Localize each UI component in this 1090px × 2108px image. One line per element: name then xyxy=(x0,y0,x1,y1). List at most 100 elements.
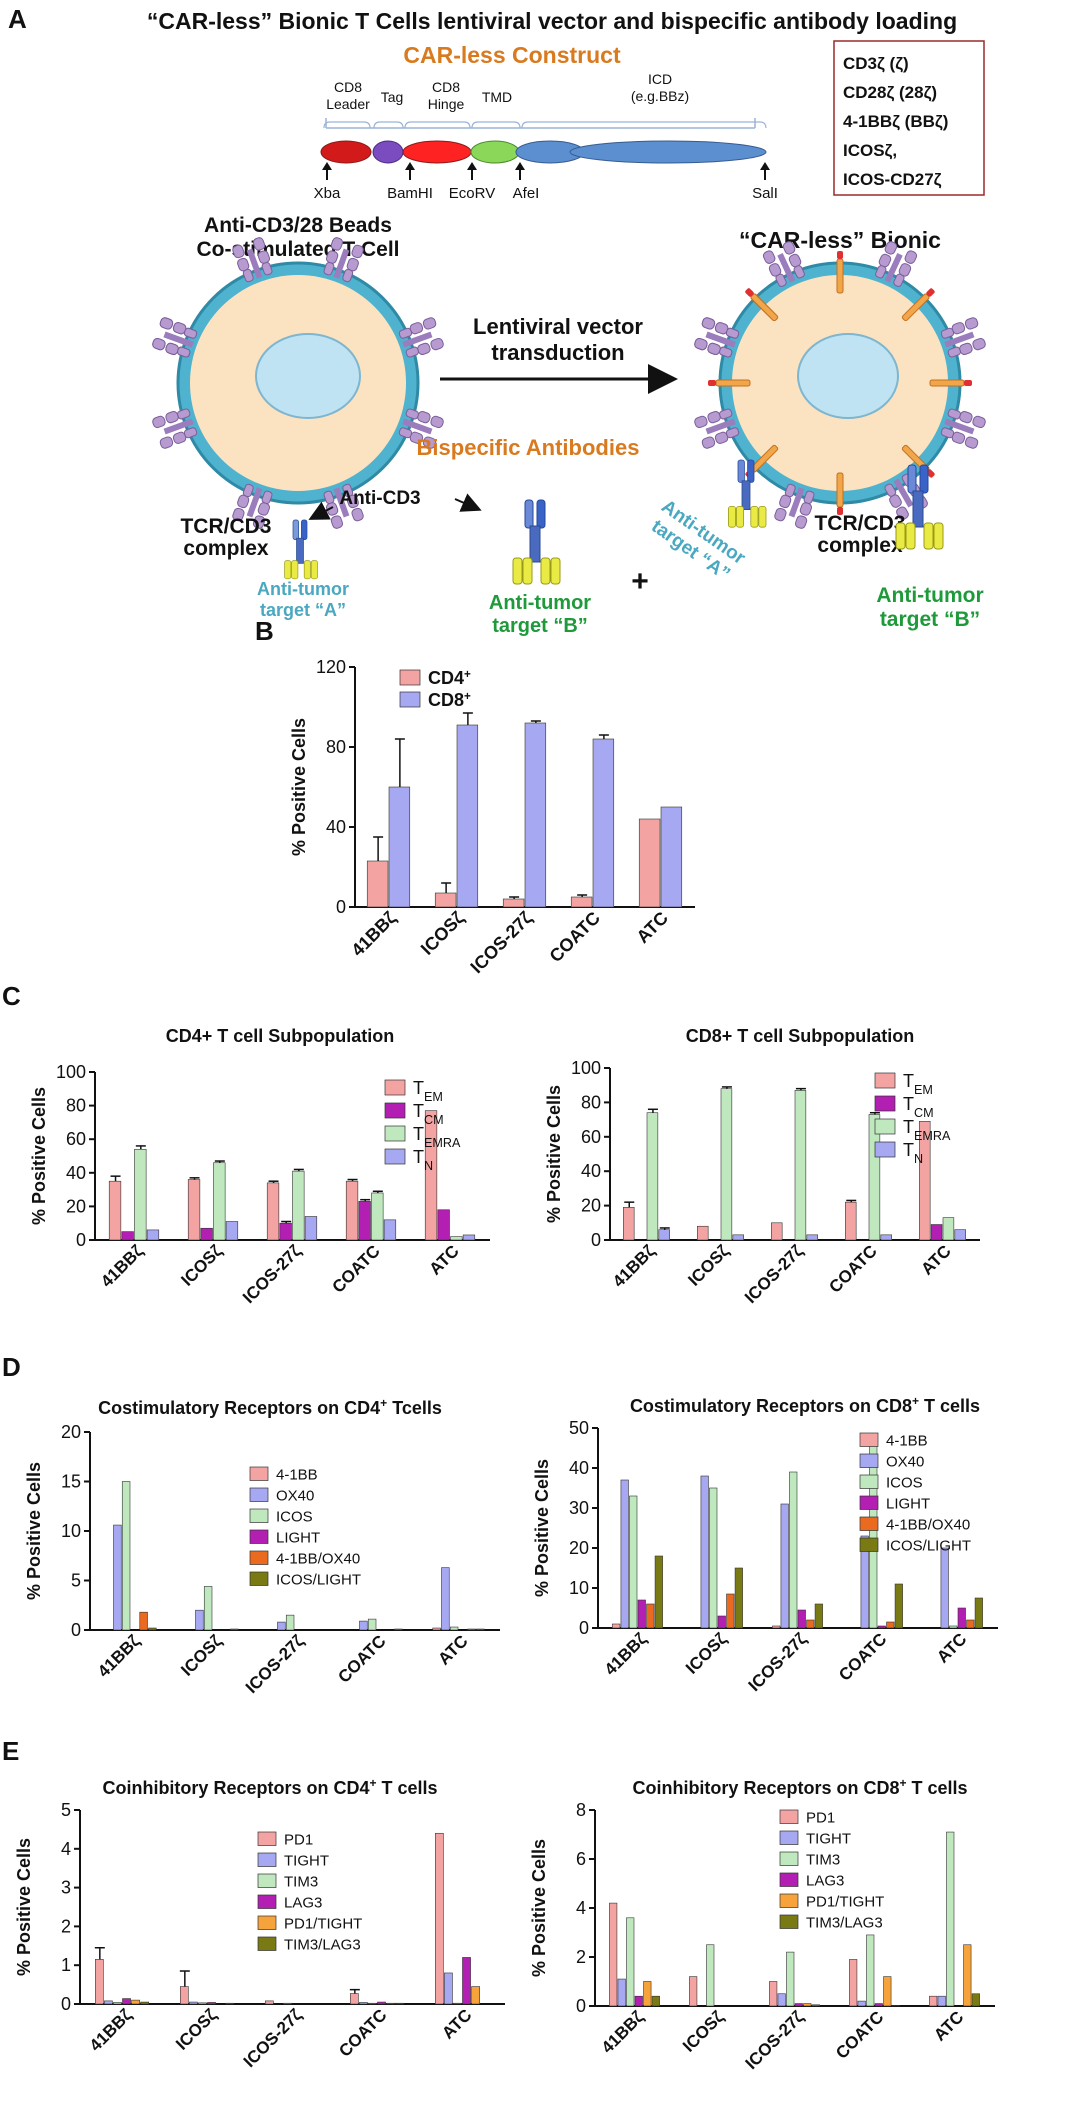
receptor-domain xyxy=(152,337,166,351)
receptor-domain xyxy=(774,507,787,522)
legend-label-4: 4-1BB/OX40 xyxy=(886,1517,970,1534)
receptor-domain xyxy=(232,507,245,522)
antibody-tumor-arm-2 xyxy=(923,522,934,550)
y-tick-label: 40 xyxy=(66,1163,86,1183)
x-tick-label: 41BBζ xyxy=(601,1629,651,1679)
bar-e1-0-2 xyxy=(113,2002,122,2005)
legend-name: T xyxy=(903,1140,914,1160)
legend-sub: EMRA xyxy=(424,1136,461,1150)
receptor-domain xyxy=(342,483,354,498)
chart-title-sup: + xyxy=(899,1776,906,1790)
text-line: Leader xyxy=(326,96,370,112)
construct-tip xyxy=(837,507,843,515)
tcr-receptor-right-1 xyxy=(762,241,805,287)
x-tick-label: ICOS-27ζ xyxy=(240,2005,306,2071)
tcr-receptor-left-4 xyxy=(398,408,444,449)
y-axis-label: % Positive Cells xyxy=(289,718,309,856)
y-tick-label: 5 xyxy=(61,1800,71,1820)
bar-c2-0-3 xyxy=(658,1229,670,1241)
y-tick-label: 8 xyxy=(576,1800,586,1820)
legend-sup: + xyxy=(464,668,471,681)
receptor-domain xyxy=(183,327,198,339)
receptor-domain xyxy=(794,515,808,529)
legend-name: TIM3 xyxy=(284,1874,318,1891)
y-tick-label: 10 xyxy=(61,1521,81,1541)
segment-label-3: TMD xyxy=(482,89,512,105)
legend-label-5: ICOS/LIGHT xyxy=(276,1572,361,1589)
legend-swatch-1 xyxy=(874,1095,896,1112)
tcr-receptors-right xyxy=(694,241,986,529)
y-tick-label: 0 xyxy=(71,1620,81,1640)
legend-label-0: TEM xyxy=(903,1071,933,1097)
panel-a-title: “CAR-less” Bionic T Cells lentiviral vec… xyxy=(147,8,957,34)
receptor-domain xyxy=(964,317,979,330)
legend-swatch-2 xyxy=(859,1474,879,1489)
bar-e2-0-5 xyxy=(651,1995,660,2007)
car-less-construct-1 xyxy=(836,251,844,294)
legend-swatch-4 xyxy=(249,1550,269,1565)
bar-e1-1-2 xyxy=(198,2002,207,2005)
legend-label-4: PD1/TIGHT xyxy=(284,1916,362,1933)
text-line: transduction xyxy=(491,340,624,365)
bar-d2-0-4 xyxy=(646,1603,655,1629)
legend-label-3: TN xyxy=(413,1147,433,1173)
chart-title: CD4+ T cell Subpopulation xyxy=(166,1026,395,1046)
construct-tip xyxy=(745,288,754,297)
site-label-1: BamHI xyxy=(387,185,433,202)
text-line: Anti-tumor xyxy=(489,592,591,614)
bar-c2-4-1 xyxy=(930,1224,943,1241)
bar-d1-3-2 xyxy=(367,1618,377,1631)
legend-name: LAG3 xyxy=(284,1895,322,1912)
bar-d2-2-0 xyxy=(772,1625,781,1629)
legend-label-4: 4-1BB/OX40 xyxy=(276,1551,360,1568)
legend-name: 4-1BB/OX40 xyxy=(886,1517,970,1534)
legend-label-2: ICOS xyxy=(886,1475,923,1492)
bispecific-b xyxy=(512,499,561,585)
x-tick-label: COATC xyxy=(825,1241,880,1296)
bar-d2-1-3 xyxy=(717,1615,726,1629)
bar-e2-1-0 xyxy=(689,1976,698,2007)
receptor-domain xyxy=(940,327,955,339)
bispecific-antibodies xyxy=(284,459,944,585)
text-line: CD8 xyxy=(334,79,362,95)
bar-d1-4-4 xyxy=(467,1628,476,1631)
y-tick-label: 60 xyxy=(66,1129,86,1149)
legend-sub: N xyxy=(424,1159,433,1173)
x-tick-label: 41BBζ xyxy=(609,1241,659,1291)
construct-bar xyxy=(320,140,767,164)
chart-title-tail: T cells xyxy=(919,1396,980,1416)
legend-name: 4-1BB/OX40 xyxy=(276,1551,360,1568)
receptor-domain xyxy=(701,317,716,330)
receptor-stalk xyxy=(884,253,903,283)
bar-c1-4-2 xyxy=(450,1236,463,1241)
x-tick-label: ICOSζ xyxy=(417,908,469,960)
x-tick-label: ATC xyxy=(633,908,672,947)
legend-swatch-1 xyxy=(384,1102,406,1119)
legend-sub: CM xyxy=(914,1106,934,1120)
site-label-4: SalI xyxy=(752,185,778,202)
legend-swatch-1 xyxy=(257,1852,277,1867)
antibody-cd3-arm xyxy=(737,459,745,483)
legend-swatch-1 xyxy=(399,691,421,708)
right-cell-title: “CAR-less” Bionic xyxy=(739,227,941,253)
receptor-stalk xyxy=(333,248,350,279)
icd-option-3: ICOSζ, xyxy=(843,141,897,160)
legend: CD4+CD8+ xyxy=(399,668,471,710)
receptor-domain xyxy=(177,346,191,358)
receptor-domain xyxy=(242,483,254,498)
bar-c2-4-3 xyxy=(954,1229,966,1241)
legend-label-0: PD1 xyxy=(284,1832,313,1849)
receptor-domain xyxy=(947,408,961,420)
receptor-stalk xyxy=(246,487,263,518)
legend-name: LIGHT xyxy=(886,1496,930,1513)
bar-c2-4-0 xyxy=(919,1121,931,1241)
chart-title: Costimulatory Receptors on CD8+ T cells xyxy=(630,1394,980,1416)
bar-b-4-0 xyxy=(638,818,661,908)
bar-b-1-1 xyxy=(456,724,479,908)
y-axis-label: % Positive Cells xyxy=(24,1462,44,1600)
legend-name: CD4 xyxy=(428,668,464,688)
legend-sub: EM xyxy=(424,1090,443,1104)
receptor-domain xyxy=(701,436,716,449)
bar-b-2-0 xyxy=(502,898,525,908)
